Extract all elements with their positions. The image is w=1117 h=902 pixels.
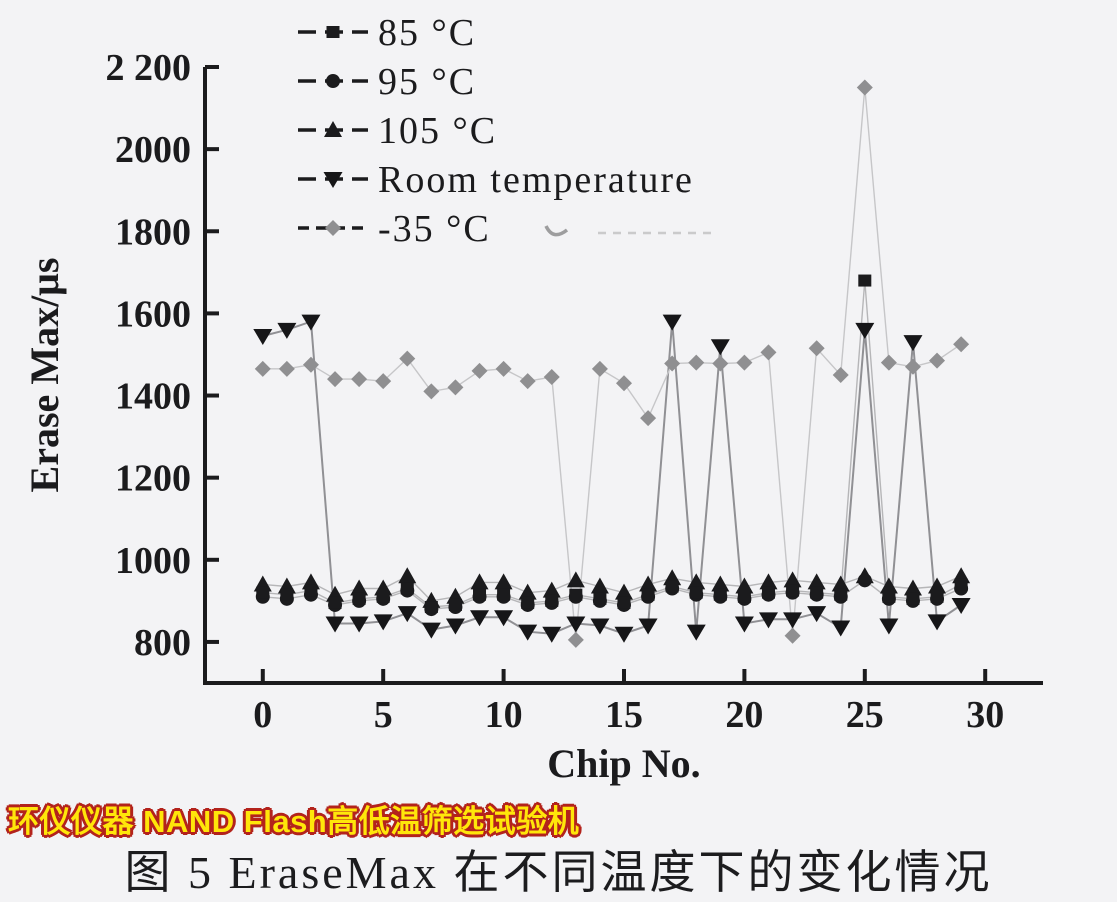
series-markers-square [256, 274, 968, 614]
legend-label-4: Room temperature [378, 159, 694, 201]
series-line-3 [262, 575, 962, 602]
y-axis-title: Erase Max/μs [22, 258, 67, 493]
legend-label-2: 95 °C [378, 61, 476, 103]
legend: 85 °C 95 °C 105 °C Room temperature -35 °C [298, 12, 694, 250]
legend-entry-3: 105 °C [298, 110, 497, 152]
legend-label-1: 85 °C [378, 12, 476, 54]
x-axis-title: Chip No. [547, 741, 700, 786]
series-markers-diamond [254, 79, 970, 648]
legend-entry-5: -35 °C [298, 208, 491, 250]
series-markers-triangle-down [253, 314, 971, 643]
axes [203, 67, 1043, 685]
svg-text:800: 800 [134, 622, 191, 664]
y-axis-ticks: 2 200 2000 1800 1600 1400 1200 1000 800 [106, 47, 219, 664]
faint-watermark-smudge [544, 225, 714, 237]
vendor-watermark-text: 环仪仪器 NAND Flash高低温筛选试验机 [8, 804, 580, 839]
svg-text:2 200: 2 200 [106, 47, 192, 89]
svg-text:30: 30 [966, 694, 1004, 736]
svg-text:15: 15 [605, 694, 643, 736]
svg-text:1600: 1600 [115, 293, 191, 335]
x-axis-ticks: 0 5 10 15 20 25 30 [253, 669, 1004, 736]
figure-caption: 图 5 EraseMax 在不同温度下的变化情况 [124, 847, 993, 898]
legend-entry-2: 95 °C [298, 61, 476, 103]
legend-entry-1: 85 °C [298, 12, 476, 54]
svg-text:5: 5 [374, 694, 393, 736]
svg-text:1400: 1400 [115, 376, 191, 418]
legend-label-5: -35 °C [378, 208, 491, 250]
svg-text:2000: 2000 [115, 129, 191, 171]
svg-text:10: 10 [485, 694, 523, 736]
legend-label-3: 105 °C [378, 110, 497, 152]
svg-text:1000: 1000 [115, 540, 191, 582]
erasemax-chart: 2 200 2000 1800 1600 1400 1200 1000 800 0 5 10 15 20… [22, 12, 1043, 786]
svg-text:20: 20 [725, 694, 763, 736]
svg-text:25: 25 [846, 694, 884, 736]
legend-entry-4: Room temperature [298, 159, 694, 201]
svg-text:0: 0 [253, 694, 272, 736]
svg-text:1800: 1800 [115, 211, 191, 253]
svg-text:1200: 1200 [115, 458, 191, 500]
